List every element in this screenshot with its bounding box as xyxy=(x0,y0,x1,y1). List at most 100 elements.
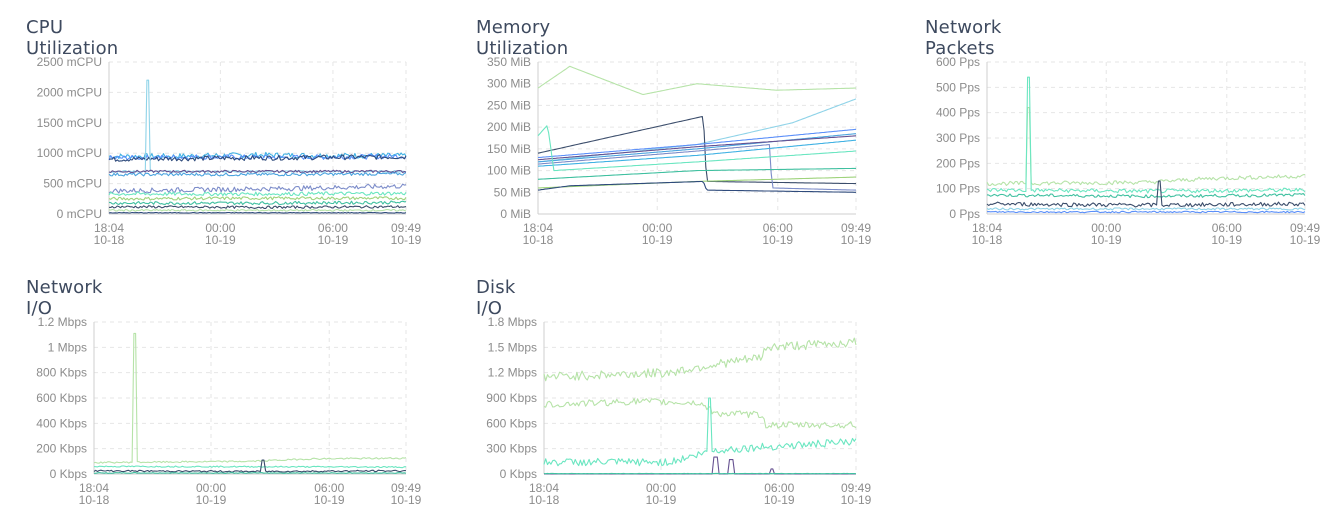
series-line xyxy=(537,139,857,167)
y-tick-label: 1 Mbps xyxy=(48,340,87,354)
x-tick-time: 00:00 xyxy=(1091,221,1121,235)
x-tick-time: 18:04 xyxy=(529,481,559,495)
y-tick-label: 900 Kbps xyxy=(486,391,537,405)
x-tick-date: 10-18 xyxy=(972,233,1003,247)
y-tick-label: 0 Pps xyxy=(949,207,980,221)
y-tick-label: 600 Pps xyxy=(936,55,980,69)
y-tick-label: 800 Kbps xyxy=(36,366,87,380)
y-tick-label: 200 Kbps xyxy=(36,442,87,456)
x-tick-time: 06:00 xyxy=(314,481,344,495)
x-tick-time: 09:49 xyxy=(841,481,871,495)
y-tick-label: 100 Pps xyxy=(936,182,980,196)
x-tick-time: 06:00 xyxy=(763,221,793,235)
y-tick-label: 50 MiB xyxy=(494,185,531,199)
x-tick-date: 10-19 xyxy=(314,493,345,507)
x-tick-date: 10-19 xyxy=(762,233,793,247)
y-tick-label: 350 MiB xyxy=(487,55,531,69)
y-tick-label: 500 mCPU xyxy=(43,177,102,191)
y-tick-label: 250 MiB xyxy=(487,98,531,112)
series-line xyxy=(108,79,407,173)
y-tick-label: 150 MiB xyxy=(487,142,531,156)
y-tick-label: 300 MiB xyxy=(487,77,531,91)
y-tick-label: 1.2 Mbps xyxy=(38,315,87,329)
x-tick-time: 00:00 xyxy=(642,221,672,235)
series-line xyxy=(986,210,1306,214)
y-tick-label: 1.8 Mbps xyxy=(488,315,537,329)
series-line xyxy=(537,133,857,163)
x-tick-date: 10-18 xyxy=(523,233,554,247)
x-tick-time: 18:04 xyxy=(523,221,553,235)
y-tick-label: 1000 mCPU xyxy=(37,146,102,160)
x-tick-date: 10-19 xyxy=(646,493,677,507)
series-line xyxy=(108,208,407,212)
series-line xyxy=(93,472,407,474)
y-tick-label: 400 Kbps xyxy=(36,416,87,430)
y-tick-label: 1500 mCPU xyxy=(37,116,102,130)
series-line xyxy=(543,397,857,429)
y-tick-label: 0 Kbps xyxy=(50,467,87,481)
x-tick-date: 10-18 xyxy=(529,493,560,507)
y-tick-label: 2500 mCPU xyxy=(37,55,102,69)
series-line xyxy=(986,107,1306,186)
x-tick-date: 10-19 xyxy=(1091,233,1122,247)
y-tick-label: 200 MiB xyxy=(487,120,531,134)
series-line xyxy=(986,207,1306,211)
x-tick-date: 10-19 xyxy=(318,233,349,247)
x-tick-date: 10-19 xyxy=(1290,233,1321,247)
y-tick-label: 0 MiB xyxy=(500,207,531,221)
x-tick-time: 18:04 xyxy=(94,221,124,235)
series-line xyxy=(986,192,1306,199)
series-line xyxy=(543,397,857,467)
x-tick-time: 00:00 xyxy=(646,481,676,495)
x-tick-date: 10-19 xyxy=(642,233,673,247)
y-tick-label: 300 Pps xyxy=(936,131,980,145)
x-tick-time: 09:49 xyxy=(841,221,871,235)
series-line xyxy=(544,456,856,475)
y-tick-label: 0 mCPU xyxy=(57,207,102,221)
series-line xyxy=(93,459,407,473)
series-line xyxy=(537,128,857,159)
x-tick-date: 10-19 xyxy=(1211,233,1242,247)
series-line xyxy=(108,154,407,162)
x-tick-time: 00:00 xyxy=(196,481,226,495)
y-tick-label: 2000 mCPU xyxy=(37,85,102,99)
chart-title-packets: Network Packets xyxy=(925,17,1002,59)
chart-title-netio: Network I/O xyxy=(26,277,103,319)
series-line xyxy=(986,76,1306,194)
y-tick-label: 600 Kbps xyxy=(36,391,87,405)
y-tick-label: 200 Pps xyxy=(936,156,980,170)
series-line xyxy=(537,115,856,185)
x-tick-time: 18:04 xyxy=(79,481,109,495)
y-tick-label: 0 Kbps xyxy=(500,467,537,481)
x-tick-time: 09:49 xyxy=(1290,221,1320,235)
series-line xyxy=(537,144,856,191)
x-tick-date: 10-18 xyxy=(79,493,110,507)
x-tick-time: 09:49 xyxy=(391,221,421,235)
series-line xyxy=(108,171,407,177)
y-tick-label: 100 MiB xyxy=(487,164,531,178)
series-line xyxy=(93,465,407,469)
chart-title-diskio: Disk I/O xyxy=(476,277,516,319)
x-tick-date: 10-19 xyxy=(841,233,872,247)
x-tick-date: 10-19 xyxy=(391,233,422,247)
series-line xyxy=(108,196,407,201)
y-tick-label: 300 Kbps xyxy=(486,442,537,456)
series-line xyxy=(108,169,407,174)
x-tick-time: 06:00 xyxy=(318,221,348,235)
x-tick-date: 10-19 xyxy=(205,233,236,247)
series-line xyxy=(986,180,1306,208)
chart-title-memory: Memory Utilization xyxy=(476,17,569,59)
series-line xyxy=(537,135,857,161)
x-tick-date: 10-19 xyxy=(391,493,422,507)
x-tick-time: 06:00 xyxy=(764,481,794,495)
x-tick-time: 09:49 xyxy=(391,481,421,495)
chart-title-cpu: CPU Utilization xyxy=(26,17,119,59)
y-tick-label: 400 Pps xyxy=(936,106,980,120)
series-line xyxy=(108,183,407,194)
x-tick-date: 10-19 xyxy=(841,493,872,507)
series-line xyxy=(537,167,856,180)
series-line xyxy=(93,332,407,464)
